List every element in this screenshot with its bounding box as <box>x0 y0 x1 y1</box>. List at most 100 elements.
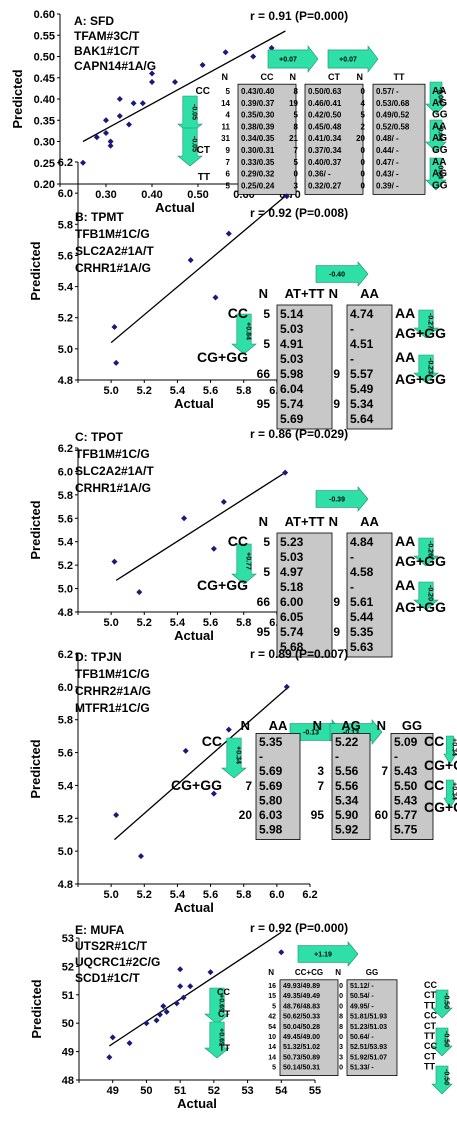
table-n-cell: 95 <box>311 808 325 822</box>
table-value-cell: 5.35 <box>350 625 374 639</box>
effect-arrow-right-label: -0.04 <box>437 125 444 141</box>
table-n-cell: 14 <box>268 1054 276 1061</box>
table-n-cell: 31 <box>221 134 230 143</box>
annotation-line: CRHR2#1A/G <box>75 684 151 698</box>
data-point <box>282 469 289 476</box>
table-n-cell: 7 <box>317 779 324 793</box>
genotype-left-label: CT <box>218 1009 230 1019</box>
y-axis-label: Predicted <box>28 739 43 798</box>
genotype-right-label: CT <box>424 1021 436 1031</box>
table-value-cell: 0.45/0.48 <box>308 122 342 131</box>
table-value-cell: 5.92 <box>335 823 359 837</box>
y-tick-label: 52 <box>62 961 74 973</box>
table-n-header: N <box>241 718 250 733</box>
genotype-right-label: AG+GG <box>395 553 446 569</box>
table-value-cell: 0.40/0.37 <box>308 158 342 167</box>
genotype-left-label: CG+GG <box>197 349 248 365</box>
genotype-right-label: TT <box>424 1062 435 1072</box>
table-n-cell: 19 <box>289 99 298 108</box>
effect-arrow-top <box>327 45 379 73</box>
table-value-cell: 6.03 <box>259 808 283 822</box>
table-n-cell: 0 <box>339 1065 343 1072</box>
effect-arrow-right <box>443 779 457 809</box>
table-value-cell: 0.49/0.52 <box>376 111 410 120</box>
data-point <box>113 812 120 818</box>
table-value-cell: - <box>350 550 354 564</box>
x-axis-label: Actual <box>174 396 214 411</box>
x-tick-label: 0.50 <box>187 189 208 201</box>
effect-arrow-right <box>431 989 453 1019</box>
table-n-cell: 5 <box>294 111 299 120</box>
x-tick-label: 0.30 <box>95 189 116 201</box>
table-value-cell: 5.03 <box>280 352 304 366</box>
table-column-header: AA <box>360 286 379 301</box>
correlation-stat: r = 0.92 (P=0.008) <box>250 206 348 220</box>
annotation-line: TFAM#3C/T <box>74 29 140 43</box>
x-tick-label: 5.4 <box>170 889 186 901</box>
genotype-left-label: TT <box>219 1043 230 1053</box>
table-n-cell: 20 <box>356 134 365 143</box>
effect-arrow-right-label: -0.20 <box>427 585 434 601</box>
genotype-right-label: CG+GG <box>424 799 457 815</box>
table-value-cell: 49.35/49.49 <box>283 993 320 1000</box>
table-column-header: AA <box>269 718 288 733</box>
table-value-cell: 5.63 <box>350 640 374 654</box>
y-tick-label: 0.60 <box>34 9 55 21</box>
data-point <box>181 515 188 522</box>
y-tick-label: 5.4 <box>58 780 74 792</box>
table-value-cell: 4.91 <box>280 337 304 351</box>
table-n-cell: 42 <box>268 1014 276 1021</box>
data-point <box>116 113 123 119</box>
table-value-cell: 0.39/ - <box>376 181 399 190</box>
x-tick-label: 52 <box>208 1085 220 1097</box>
table-column-box <box>255 733 301 841</box>
effect-arrow-right-label: -0.50 <box>443 1031 450 1047</box>
x-tick-label: 54 <box>275 1085 288 1097</box>
table-n-cell: 7 <box>381 764 388 778</box>
data-point <box>210 790 217 797</box>
table-n-cell: 3 <box>339 1054 343 1061</box>
effect-arrow-left-label: -0.05 <box>191 136 198 152</box>
data-point <box>136 589 143 596</box>
table-n-cell: 0 <box>361 181 366 190</box>
effect-arrow-right-label: -0.23 <box>427 358 434 374</box>
table-value-cell: 49.95/ - <box>350 1003 374 1010</box>
y-tick-label: 6.0 <box>58 188 73 200</box>
table-n-cell: 10 <box>268 1034 276 1041</box>
table-n-cell: 14 <box>268 1044 276 1051</box>
table-value-cell: 5.03 <box>280 322 304 336</box>
table-column-header: AT+TT <box>285 286 325 301</box>
table-value-cell: 5.68 <box>280 640 304 654</box>
genotype-right-label: AG <box>432 98 447 109</box>
table-column-header: AG <box>341 718 361 733</box>
effect-arrow-top-label: -0.39 <box>329 497 345 504</box>
table-value-cell: 51.32/51.02 <box>283 1044 320 1051</box>
effect-arrow-top-label: -0.13 <box>303 730 319 737</box>
table-n-cell: 15 <box>268 993 276 1000</box>
table-value-cell: 5.77 <box>394 808 418 822</box>
fit-line <box>108 931 282 1047</box>
annotation-line: SLC2A2#1A/T <box>75 244 154 258</box>
table-n-cell: 5 <box>263 565 270 579</box>
effect-arrow-left-label: +0.84 <box>245 322 252 340</box>
data-point <box>103 130 109 136</box>
genotype-left-label: CC <box>202 733 222 749</box>
effect-arrow-top-label: -0.40 <box>329 272 345 279</box>
genotype-left-label: CC <box>228 305 248 321</box>
table-value-cell: 51.33/ - <box>350 1065 374 1072</box>
annotation-line: MTFR1#1C/G <box>75 701 150 715</box>
table-n-header: N <box>290 72 297 82</box>
table-value-cell: 5.49 <box>350 382 374 396</box>
table-column-header: AT+TT <box>285 514 325 529</box>
data-point <box>187 257 194 264</box>
table-value-cell: 5.44 <box>350 610 374 624</box>
table-value-cell: 4.74 <box>350 307 374 321</box>
effect-arrow-right <box>413 581 439 611</box>
y-axis-label: Predicted <box>10 69 25 128</box>
table-column-header: AA <box>360 514 379 529</box>
effect-arrow-top-label: +0.07 <box>339 57 357 64</box>
table-n-cell: 0 <box>361 146 366 155</box>
table-n-cell: 5 <box>272 1065 276 1072</box>
table-column-box <box>390 733 434 841</box>
table-n-cell: 5 <box>226 181 231 190</box>
